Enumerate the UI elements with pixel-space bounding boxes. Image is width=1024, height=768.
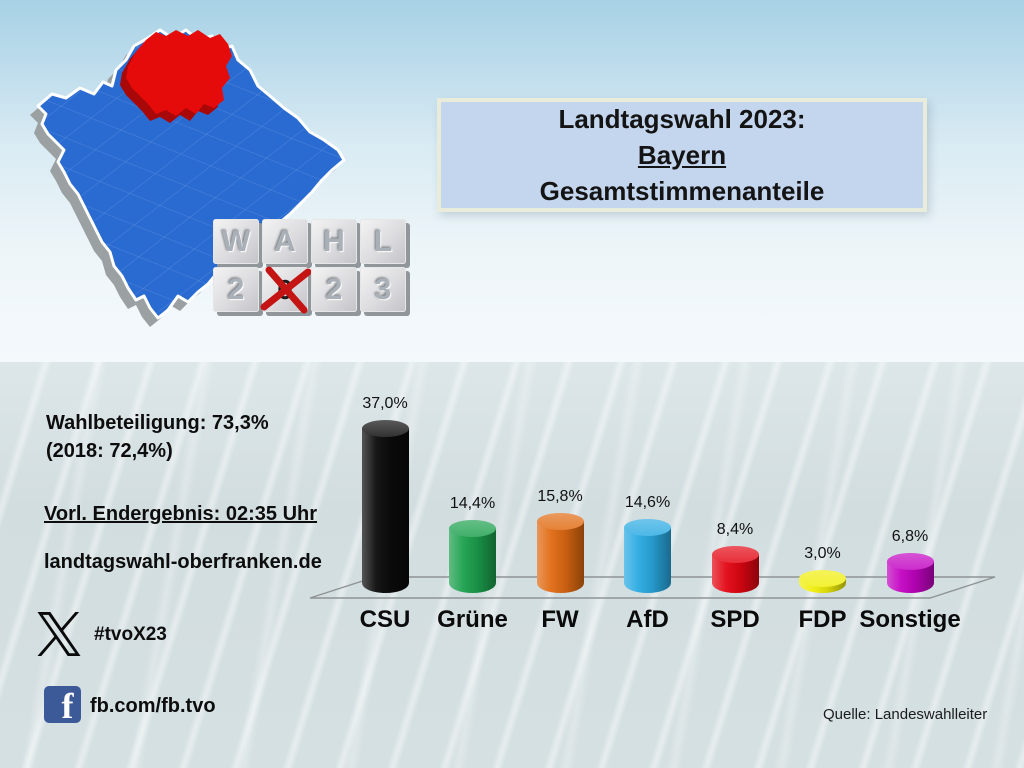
bar-FW (536, 513, 584, 593)
facebook-url: fb.com/fb.tvo (90, 695, 216, 717)
category-label-AfD: AfD (626, 606, 669, 633)
value-label-AfD: 14,6% (624, 493, 671, 511)
cylinder-cap (449, 519, 496, 537)
x-hashtag: #tvoX23 (94, 624, 167, 645)
category-label-FW: FW (541, 606, 579, 633)
bar-Grüne (449, 519, 496, 593)
cube-a: A (262, 219, 308, 264)
cube-2a: 2 (213, 267, 259, 312)
cube-w: W (213, 219, 259, 264)
source-credit: Quelle: Landeswahlleiter (823, 706, 988, 723)
category-label-FDP: FDP (798, 606, 847, 633)
cylinder-cap (361, 420, 409, 438)
value-label-CSU: 37,0% (362, 395, 408, 413)
cube-2b: 2 (311, 267, 357, 312)
value-label-Grüne: 14,4% (449, 494, 496, 512)
cylinder-body (361, 428, 409, 593)
oberfranken-region (120, 30, 232, 123)
turnout-previous: (2018: 72,4%) (46, 440, 173, 462)
value-label-FDP: 3,0% (804, 544, 841, 562)
cylinder-cap (711, 546, 759, 564)
bar-SPD (711, 546, 759, 593)
cube-3: 3 (360, 267, 406, 312)
cylinder-cap (799, 569, 846, 587)
cube-l: L (360, 219, 406, 264)
value-label-SPD: 8,4% (716, 521, 754, 539)
bar-FDP (799, 569, 846, 593)
category-label-Grüne: Grüne (437, 606, 508, 633)
category-label-Sonstige: Sonstige (859, 606, 961, 633)
website-url: landtagswahl-oberfranken.de (44, 551, 322, 573)
cylinder-cap (886, 553, 934, 571)
title-box: Landtagswahl 2023: Bayern Gesamtstimmena… (437, 98, 927, 212)
wahl-2023-cubes: W A H L 2 0 2 3 (213, 219, 406, 314)
title-line-3: Gesamtstimmenanteile (539, 176, 825, 206)
category-label-CSU: CSU (359, 606, 411, 633)
background-floor (0, 362, 1024, 768)
category-label-SPD: SPD (710, 606, 760, 633)
cylinder-cap (536, 513, 584, 531)
title-line-2: Bayern (637, 140, 727, 170)
cylinder-body (624, 526, 671, 593)
x-logo-icon (37, 612, 81, 656)
bar-Sonstige (886, 553, 934, 593)
cylinder-cap (624, 518, 671, 536)
bar-CSU (361, 420, 409, 593)
preliminary-result-time: Vorl. Endergebnis: 02:35 Uhr (44, 503, 318, 525)
cube-h: H (311, 219, 357, 264)
title-line-1: Landtagswahl 2023: (558, 104, 806, 134)
turnout-current: Wahlbeteiligung: 73,3% (46, 412, 269, 434)
cylinder-body (536, 521, 584, 593)
bavaria-map (30, 28, 346, 327)
facebook-icon: f (44, 686, 81, 723)
cylinder-body (449, 527, 496, 593)
value-label-FW: 15,8% (537, 488, 583, 506)
value-label-Sonstige: 6,8% (891, 528, 929, 546)
bar-AfD (624, 518, 671, 593)
